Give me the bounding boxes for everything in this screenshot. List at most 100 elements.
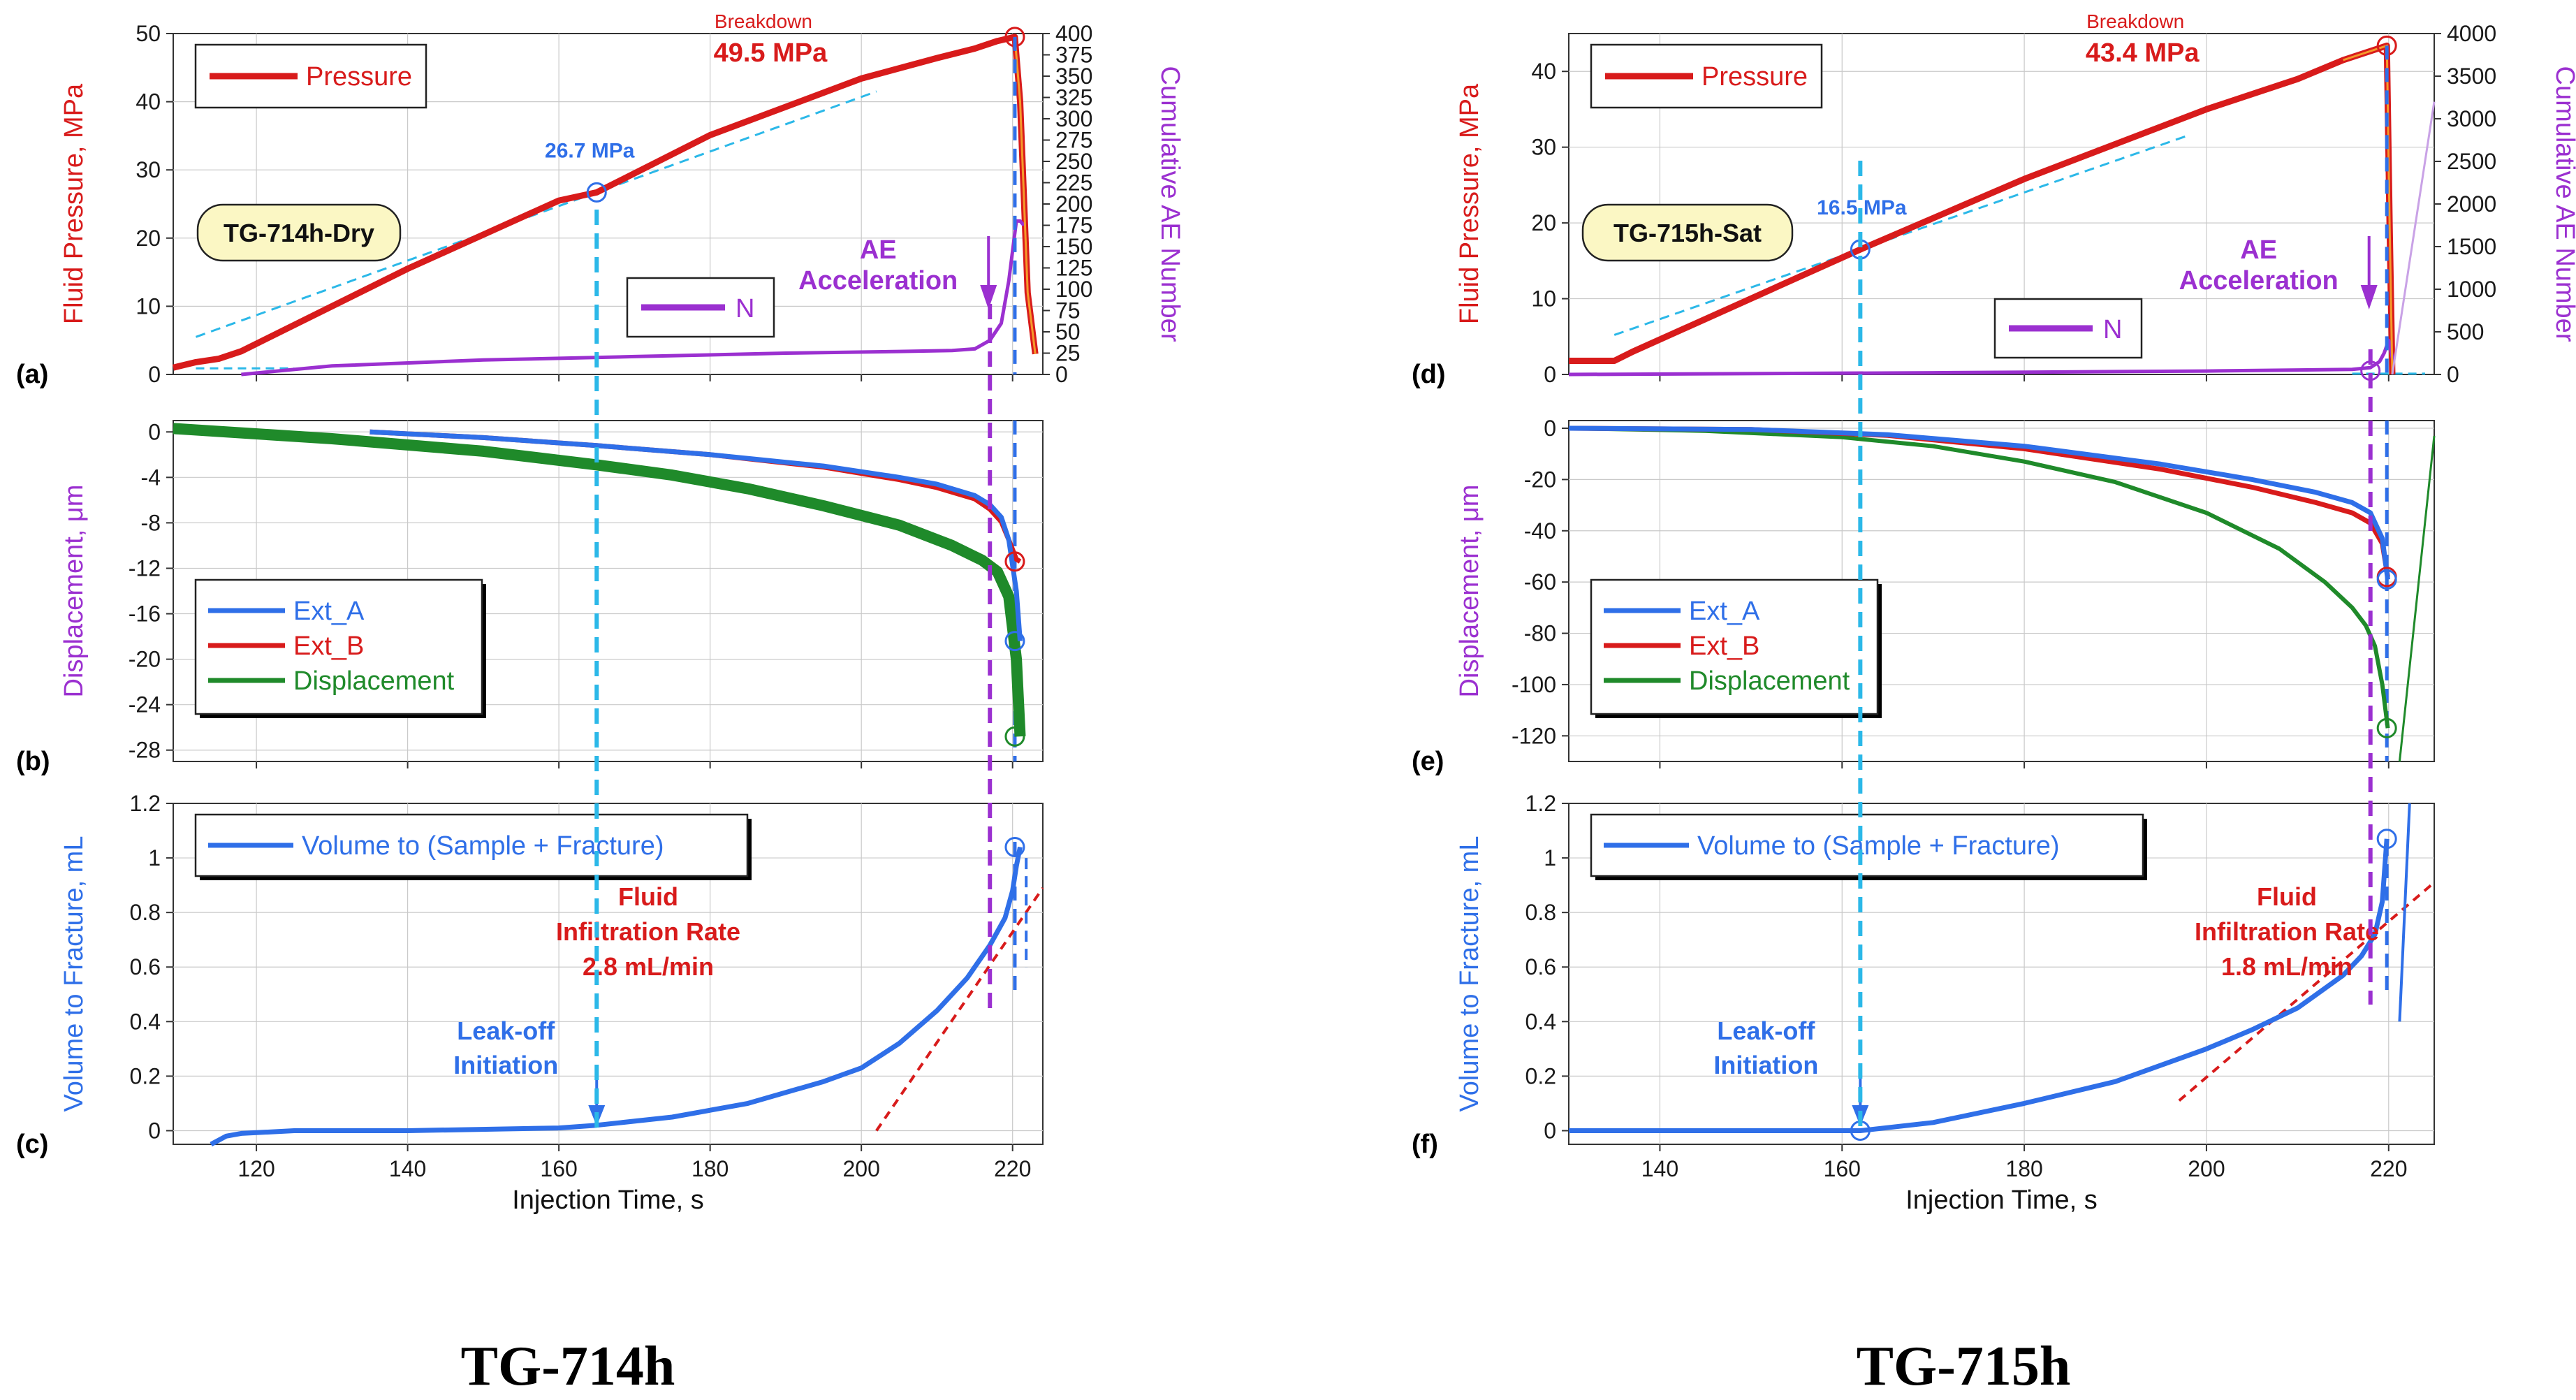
y-tick-label: 0.2 xyxy=(130,1063,161,1088)
legend-pressure: Pressure xyxy=(1590,43,1823,109)
ae-count-curve xyxy=(241,219,1025,377)
x-tick-label: 140 xyxy=(1641,1156,1678,1181)
y-tick-label: -100 xyxy=(1512,672,1556,697)
y-tick-label: 1 xyxy=(1544,845,1556,870)
breakdown-label-bg xyxy=(2065,8,2206,32)
ext-a-curve xyxy=(1568,425,2390,580)
rate-value: 1.8 mL/min xyxy=(2221,952,2352,981)
legend-label: Ext_B xyxy=(1689,632,1759,661)
y-tick-label: 0.4 xyxy=(1525,1009,1556,1034)
y2-tick-label: 3500 xyxy=(2447,64,2496,89)
legend-volume: Volume to (Sample + Fracture) xyxy=(194,813,752,880)
panel-label: (e) xyxy=(1412,747,1444,776)
y-tick-label: 20 xyxy=(136,226,161,251)
badge-box xyxy=(196,203,402,262)
y-tick-label: -16 xyxy=(129,601,161,627)
legend-volume: Volume to (Sample + Fracture) xyxy=(1590,813,2147,880)
y2-tick-label: 125 xyxy=(1055,256,1092,281)
y-tick-label: 0.2 xyxy=(1525,1063,1556,1088)
legend-pressure: Pressure xyxy=(194,43,427,109)
rate-label: Infiltration Rate xyxy=(2195,917,2379,946)
y2-tick-label: 250 xyxy=(1055,149,1092,174)
y-tick-label: 10 xyxy=(136,293,161,319)
y-tick-label: 20 xyxy=(1531,210,1556,235)
y-tick-label: -120 xyxy=(1512,723,1556,748)
y-tick-label: -24 xyxy=(129,692,161,717)
leakoff-marker xyxy=(586,182,607,203)
y2-tick-label: 0 xyxy=(2447,362,2459,387)
legend-label: Pressure xyxy=(1702,62,1808,92)
y-axis-label: Volume to Fracture, mL xyxy=(1455,836,1484,1112)
y2-tick-label: 100 xyxy=(1055,277,1092,302)
x-axis-label: Injection Time, s xyxy=(512,1186,704,1215)
x-tick-label: 220 xyxy=(994,1156,1031,1181)
y-tick-label: 50 xyxy=(136,21,161,46)
panel-label: (d) xyxy=(1412,360,1446,389)
displacement-curve xyxy=(1568,426,2390,729)
panel-label: (f) xyxy=(1412,1130,1438,1159)
y-tick-label: -40 xyxy=(1524,518,1556,544)
x-tick-label: 160 xyxy=(540,1156,577,1181)
leakoff-label: Leak-off xyxy=(1717,1016,1815,1045)
legend-label: Ext_A xyxy=(1689,597,1760,626)
rate-value: 2.8 mL/min xyxy=(583,952,714,981)
infiltration-rate-fit xyxy=(2178,881,2436,1102)
badge-label: TG-715h-Sat xyxy=(1613,219,1762,247)
y-tick-label: -20 xyxy=(129,647,161,672)
x-tick-label: 180 xyxy=(2005,1156,2042,1181)
y-tick-label: 0.8 xyxy=(130,900,161,925)
infiltration-rate-fit xyxy=(875,887,1044,1132)
y2-tick-label: 200 xyxy=(1055,191,1092,217)
sample-badge: TG-715h-Sat xyxy=(1581,203,1794,262)
y2-axis-label: Cumulative AE Number xyxy=(2550,66,2576,342)
y-tick-label: 0.8 xyxy=(1525,900,1556,925)
ae-arrow-head xyxy=(2360,285,2378,309)
y-tick-label: 1 xyxy=(148,845,161,870)
ae-label: AE xyxy=(2240,235,2277,265)
breakdown-value: 43.4 MPa xyxy=(2086,38,2200,68)
y-axis-label: Displacement, μm xyxy=(59,485,89,698)
x-axis-label: Injection Time, s xyxy=(1905,1186,2098,1215)
leakoff-label: Initiation xyxy=(1713,1051,1818,1079)
y2-tick-label: 150 xyxy=(1055,234,1092,259)
legend-label: Ext_A xyxy=(293,597,365,626)
y2-tick-label: 4000 xyxy=(2447,21,2496,46)
legend-ae: N xyxy=(626,277,775,338)
breakdown-label-bg xyxy=(693,8,833,32)
ext-a-end-marker xyxy=(2376,569,2397,590)
linear-fit-line xyxy=(1613,134,2189,336)
y-tick-label: -80 xyxy=(1524,621,1556,646)
ae-tail-line xyxy=(2391,101,2436,375)
y-axis-label: Fluid Pressure, MPa xyxy=(1455,83,1484,324)
legend-label: N xyxy=(2103,315,2122,344)
ext-a-curve xyxy=(369,429,1023,641)
post-breakdown-curve xyxy=(2343,44,2394,375)
panel-label: (b) xyxy=(16,747,50,776)
y-tick-label: 0.6 xyxy=(130,954,161,979)
rate-label: Fluid xyxy=(618,882,678,911)
legend-displacement: Ext_A Ext_B Displacement xyxy=(1590,578,1882,718)
legend-ae: N xyxy=(1993,298,2143,359)
x-tick-label: 220 xyxy=(2370,1156,2407,1181)
panel-volume: 0 0.2 0.4 0.6 0.8 1 1.2 140 160 180 200 220 Volume t… xyxy=(1412,791,2436,1215)
panel-displacement: 0 -20 -40 -60 -80 -100 -120 Displacement, μm (e)… xyxy=(1412,416,2436,776)
y-tick-label: -4 xyxy=(141,465,161,490)
y2-tick-label: 375 xyxy=(1055,43,1092,68)
ae-label: AE xyxy=(860,235,897,265)
y2-tick-label: 275 xyxy=(1055,128,1092,153)
legend-displacement: Ext_A Ext_B Displacement xyxy=(194,578,486,718)
ext-b-end-marker xyxy=(1004,551,1025,572)
legend-label: Pressure xyxy=(306,62,412,92)
y2-tick-label: 175 xyxy=(1055,213,1092,238)
y-tick-label: 0 xyxy=(1544,416,1556,441)
y-tick-label: -12 xyxy=(129,555,161,581)
displacement-curve xyxy=(173,423,1026,737)
ae-label: Acceleration xyxy=(2179,266,2339,296)
displacement-end-marker xyxy=(1004,726,1025,747)
x-tick-label: 180 xyxy=(691,1156,729,1181)
badge-box xyxy=(1581,203,1794,262)
y2-tick-label: 225 xyxy=(1055,170,1092,196)
y-tick-label: 30 xyxy=(136,157,161,182)
